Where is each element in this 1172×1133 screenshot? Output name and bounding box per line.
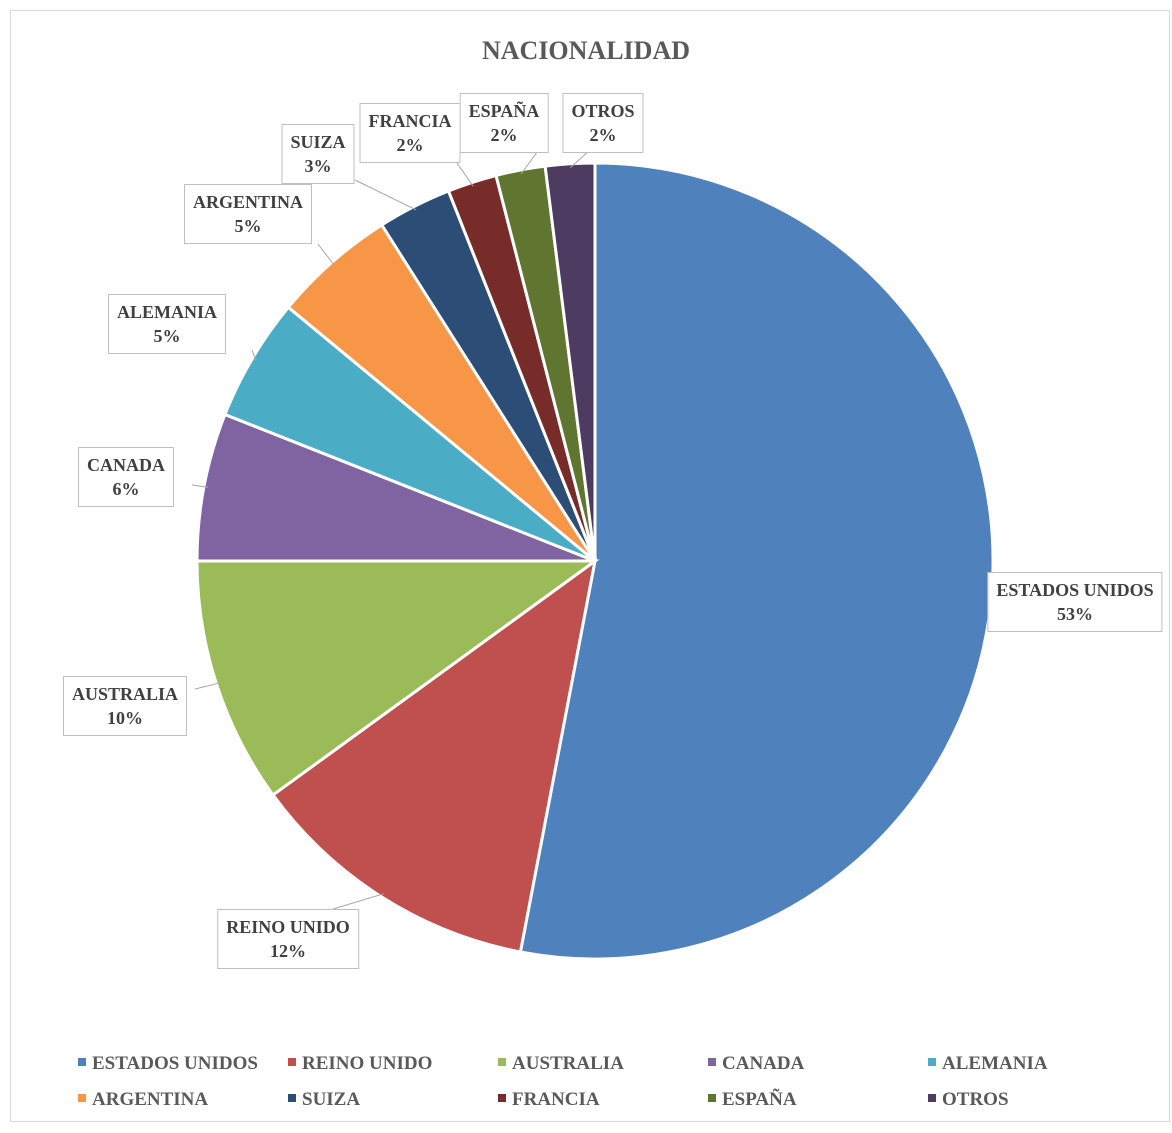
legend-label: ALEMANIA xyxy=(942,1053,1048,1074)
data-label-percent: 3% xyxy=(304,156,332,176)
legend-item-estados-unidos: ESTADOS UNIDOS xyxy=(78,1053,258,1075)
legend-label: CANADA xyxy=(722,1053,805,1074)
data-label-category: OTROS xyxy=(571,101,635,121)
leader-line-reino-unido xyxy=(332,893,385,910)
legend-swatch xyxy=(928,1058,936,1066)
legend-item-australia: AUSTRALIA xyxy=(498,1053,624,1075)
legend-label: ARGENTINA xyxy=(92,1089,209,1110)
legend-swatch xyxy=(78,1058,86,1066)
data-label-percent: 12% xyxy=(269,941,306,961)
legend-item-argentina: ARGENTINA xyxy=(78,1089,208,1111)
data-label-percent: 6% xyxy=(112,479,140,499)
legend-item-alemania: ALEMANIA xyxy=(928,1053,1048,1075)
legend-label: OTROS xyxy=(942,1089,1009,1110)
legend-swatch xyxy=(288,1058,296,1066)
data-label-percent: 5% xyxy=(234,216,262,236)
data-label-australia: AUSTRALIA 10% xyxy=(62,676,188,736)
legend-label: ESPAÑA xyxy=(722,1089,797,1110)
data-label-percent: 2% xyxy=(589,125,617,145)
legend-label: REINO UNIDO xyxy=(302,1053,433,1074)
legend-swatch xyxy=(708,1058,716,1066)
data-label-espana: ESPAÑA 2% xyxy=(459,93,549,153)
leader-line-canada xyxy=(191,484,209,488)
legend-label: SUIZA xyxy=(302,1089,361,1110)
data-label-category: REINO UNIDO xyxy=(226,917,350,937)
legend-swatch xyxy=(498,1058,506,1066)
legend-swatch xyxy=(498,1094,506,1102)
data-label-otros: OTROS 2% xyxy=(562,93,644,153)
data-label-category: FRANCIA xyxy=(368,111,452,131)
data-label-category: AUSTRALIA xyxy=(71,684,179,704)
legend-label: FRANCIA xyxy=(512,1089,600,1110)
data-label-percent: 2% xyxy=(396,135,424,155)
chart-title: NACIONALIDAD xyxy=(481,36,690,65)
legend-swatch xyxy=(708,1094,716,1102)
data-label-percent: 10% xyxy=(107,708,143,728)
data-label-category: ARGENTINA xyxy=(192,192,304,212)
data-label-argentina: ARGENTINA 5% xyxy=(183,184,313,244)
data-label-estados-unidos: ESTADOS UNIDOS 53% xyxy=(987,572,1163,632)
leader-line-francia xyxy=(454,159,474,187)
data-label-francia: FRANCIA 2% xyxy=(359,103,461,163)
data-label-canada: CANADA 6% xyxy=(78,447,174,507)
leader-line-australia xyxy=(194,682,221,690)
leader-line-alemania xyxy=(251,349,257,361)
legend-item-suiza: SUIZA xyxy=(288,1089,360,1111)
legend-item-otros: OTROS xyxy=(928,1089,1009,1111)
data-label-reino-unido: REINO UNIDO 12% xyxy=(217,909,359,969)
data-label-category: ALEMANIA xyxy=(116,302,218,322)
data-label-category: ESTADOS UNIDOS xyxy=(996,580,1154,600)
legend-swatch xyxy=(288,1094,296,1102)
data-label-category: SUIZA xyxy=(290,132,346,152)
data-label-suiza: SUIZA 3% xyxy=(281,124,355,184)
legend-item-francia: FRANCIA xyxy=(498,1089,600,1111)
data-label-category: CANADA xyxy=(87,455,165,475)
data-label-percent: 2% xyxy=(490,125,518,145)
legend-swatch xyxy=(78,1094,86,1102)
legend-label: AUSTRALIA xyxy=(512,1053,624,1074)
legend-swatch xyxy=(928,1094,936,1102)
pie-slice-reino-unido xyxy=(270,557,598,954)
leader-line-argentina xyxy=(317,243,335,266)
legend-label: ESTADOS UNIDOS xyxy=(92,1053,258,1074)
legend-item-espana: ESPAÑA xyxy=(708,1089,797,1111)
leader-line-suiza xyxy=(354,179,417,211)
data-label-alemania: ALEMANIA 5% xyxy=(107,294,227,354)
data-label-category: ESPAÑA xyxy=(468,101,540,121)
pie-slice-otros xyxy=(543,161,597,562)
legend-item-canada: CANADA xyxy=(708,1053,804,1075)
legend-item-reino-unido: REINO UNIDO xyxy=(288,1053,432,1075)
data-label-percent: 5% xyxy=(153,326,181,346)
data-label-percent: 53% xyxy=(1057,604,1093,624)
